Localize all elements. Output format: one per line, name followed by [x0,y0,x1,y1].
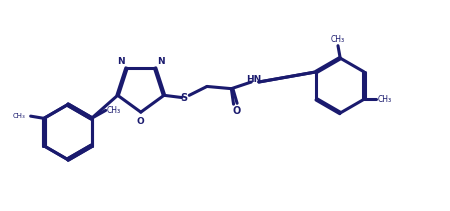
Text: O: O [137,118,145,126]
Text: CH₃: CH₃ [106,106,120,115]
Text: HN: HN [246,75,261,84]
Text: CH₃: CH₃ [377,95,392,104]
Text: N: N [158,57,165,66]
Text: CH₃: CH₃ [331,35,345,44]
Text: N: N [117,57,124,66]
Text: O: O [233,106,241,116]
Text: S: S [180,93,188,103]
Text: CH₃: CH₃ [13,113,25,119]
